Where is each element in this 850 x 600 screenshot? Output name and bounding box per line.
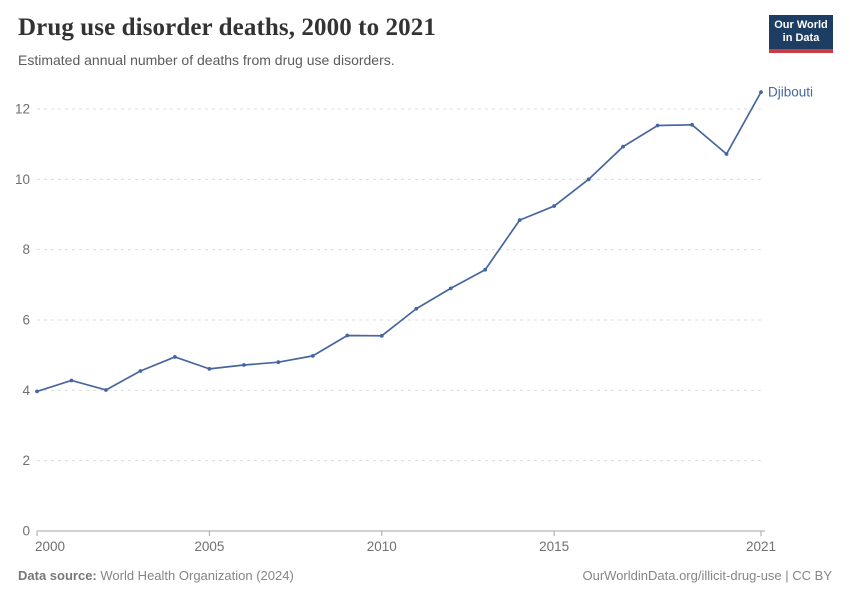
data-point — [310, 353, 315, 358]
series-label: Djibouti — [768, 85, 813, 100]
data-point — [207, 366, 212, 371]
chart-footer: Data source: World Health Organization (… — [18, 568, 832, 583]
data-point — [552, 204, 557, 208]
page-title: Drug use disorder deaths, 2000 to 2021 — [18, 14, 436, 41]
x-tick-label: 2000 — [35, 539, 65, 554]
data-point — [448, 286, 453, 291]
data-point — [414, 306, 419, 311]
y-tick-label: 4 — [22, 383, 30, 398]
data-point — [173, 355, 177, 359]
data-point — [621, 144, 625, 149]
data-point — [517, 218, 522, 223]
x-tick-label: 2015 — [539, 539, 569, 554]
data-point — [138, 369, 143, 373]
owid-logo-line2: in Data — [782, 32, 820, 44]
data-point — [586, 177, 591, 182]
y-tick-label: 2 — [22, 453, 30, 468]
y-tick-label: 6 — [22, 313, 30, 328]
chart-subtitle: Estimated annual number of deaths from d… — [18, 52, 395, 68]
y-tick-label: 12 — [15, 102, 30, 117]
data-source-text: World Health Organization (2024) — [96, 568, 294, 583]
y-tick-label: 10 — [15, 172, 30, 187]
data-point — [379, 333, 384, 338]
data-point — [690, 122, 694, 127]
data-point — [104, 388, 108, 392]
data-point — [241, 363, 246, 367]
data-point — [69, 378, 74, 383]
x-tick-label: 2005 — [194, 539, 224, 554]
y-tick-label: 8 — [22, 242, 30, 257]
data-point — [724, 152, 729, 156]
x-tick-label: 2021 — [746, 539, 776, 554]
x-tick-label: 2010 — [367, 539, 397, 554]
owid-logo-line1: Our World — [774, 19, 828, 31]
owid-logo: Our World in Data — [769, 15, 833, 53]
data-point — [759, 90, 763, 95]
data-point — [276, 360, 281, 365]
data-source-label: Data source: — [18, 568, 97, 583]
data-line — [36, 91, 762, 393]
data-point — [655, 123, 660, 128]
y-tick-label: 0 — [22, 524, 30, 539]
data-point — [35, 389, 39, 394]
data-source: Data source: World Health Organization (… — [18, 568, 294, 583]
license-note: OurWorldinData.org/illicit-drug-use | CC… — [582, 568, 833, 583]
data-point — [345, 333, 350, 338]
data-point — [483, 267, 488, 272]
